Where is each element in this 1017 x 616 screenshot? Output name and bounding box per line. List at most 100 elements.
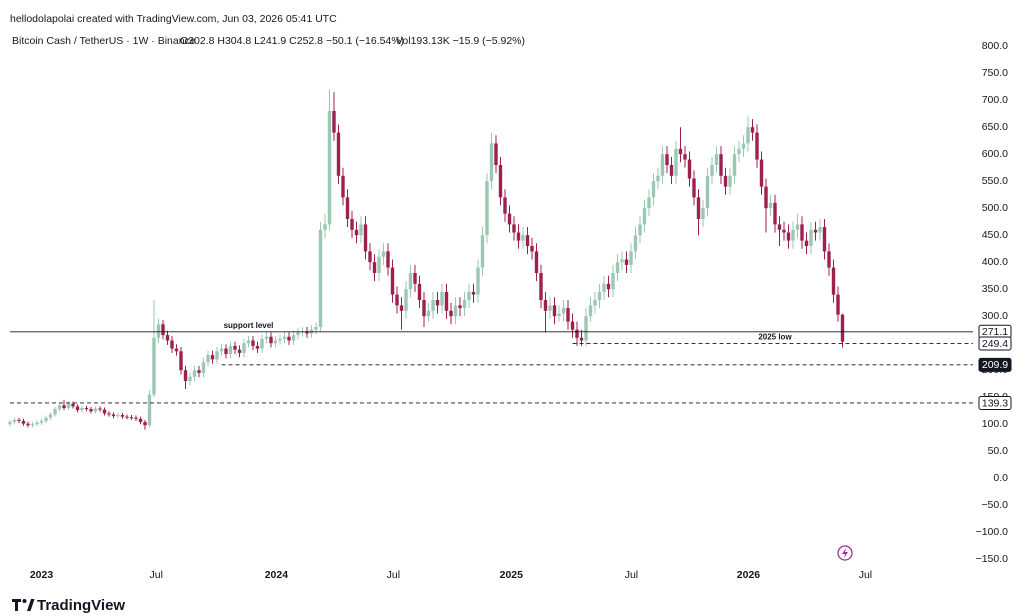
y-tick-label: 800.0 (982, 40, 1008, 52)
candle-body (390, 267, 395, 295)
y-tick-label: −100.0 (976, 526, 1009, 538)
candle-body (296, 332, 300, 336)
brand-logo: TradingView (12, 597, 125, 614)
candle-body (188, 376, 192, 381)
candle-body (413, 273, 417, 284)
candle-body (498, 165, 503, 198)
candle-body (35, 422, 39, 425)
level-label: 209.9 (982, 359, 1008, 371)
x-tick-label: Jul (387, 569, 400, 581)
candle-body (678, 148, 683, 155)
candle-body (494, 143, 498, 165)
candle-body (444, 291, 449, 311)
candle-body (62, 405, 66, 408)
candle-body (633, 235, 638, 252)
candle-body (525, 235, 530, 246)
candle-body (341, 175, 345, 198)
candle-body (386, 251, 390, 268)
x-tick-label: 2026 (737, 569, 761, 581)
candle-body (471, 291, 476, 295)
candle-body (282, 336, 287, 339)
candle-body (66, 403, 71, 408)
candle-body (651, 181, 656, 198)
candle-body (125, 416, 129, 418)
candle-body (215, 351, 219, 360)
candle-body (507, 213, 512, 225)
candle-body (53, 409, 57, 415)
candle-body (692, 178, 696, 198)
candle-body (741, 143, 746, 149)
candle-body (264, 336, 269, 339)
x-tick-label: 2024 (265, 569, 289, 581)
candle-body (129, 417, 134, 419)
candle-body (327, 111, 332, 225)
candle-body (597, 291, 602, 300)
candle-body (332, 111, 336, 133)
candle-body (512, 224, 516, 233)
level-box (978, 395, 1012, 410)
y-tick-label: 100.0 (982, 418, 1008, 430)
candle-body (179, 351, 183, 371)
y-tick-label: 450.0 (982, 229, 1008, 241)
ohlc: O302.8 H304.8 L241.9 C252.8 −50.1 (−16.5… (180, 35, 404, 47)
candle-body (728, 175, 732, 187)
candle-body (287, 336, 291, 341)
candle-body (638, 224, 642, 236)
candle-body (48, 414, 53, 418)
candle-body (89, 409, 93, 412)
candle-body (606, 283, 611, 290)
y-tick-label: 750.0 (982, 67, 1008, 79)
y-tick-label: 700.0 (982, 94, 1008, 106)
candle-body (183, 370, 188, 381)
candle-body (764, 186, 768, 209)
candle-body (372, 262, 377, 273)
candle-body (17, 419, 21, 421)
candle-body (557, 313, 561, 317)
candle-body (102, 409, 107, 414)
candle-body (750, 127, 755, 133)
candle-body (813, 229, 818, 233)
candle-body (593, 300, 597, 306)
x-tick-label: 2023 (30, 569, 54, 581)
candle-body (453, 305, 458, 317)
y-tick-label: 300.0 (982, 310, 1008, 322)
y-tick-label: 350.0 (982, 283, 1008, 295)
candle-body (732, 154, 737, 176)
replay-icon[interactable] (837, 545, 853, 561)
candle-body (237, 349, 242, 353)
candle-body (251, 340, 255, 346)
candle-body (435, 300, 440, 306)
candle-body (273, 340, 278, 344)
candle-body (647, 197, 651, 209)
candle-body (579, 337, 584, 341)
candle-body (458, 305, 462, 309)
candle-body (93, 408, 98, 412)
y-tick-label: −50.0 (981, 499, 1008, 511)
candle-body (696, 197, 701, 219)
candle-body (467, 291, 471, 300)
candle-body (57, 405, 62, 410)
candle-body (723, 175, 728, 187)
candle-body (795, 224, 800, 230)
candle-body (674, 148, 678, 176)
candle-body (422, 300, 426, 317)
candle-body (228, 345, 233, 354)
candle-body (269, 336, 273, 344)
candle-body (318, 229, 323, 327)
candle-body (521, 235, 525, 241)
candle-body (71, 403, 75, 407)
candle-body (134, 417, 138, 419)
candle-body (480, 235, 485, 268)
candle-body (143, 422, 147, 426)
candle-body (665, 154, 669, 165)
candle-body (278, 338, 282, 341)
y-tick-label: 600.0 (982, 148, 1008, 160)
candle-body (804, 240, 809, 246)
candle-body (305, 331, 309, 334)
candle-body (377, 256, 381, 273)
candle-body (345, 197, 350, 219)
candle-body (831, 267, 836, 295)
x-tick-label: Jul (625, 569, 638, 581)
